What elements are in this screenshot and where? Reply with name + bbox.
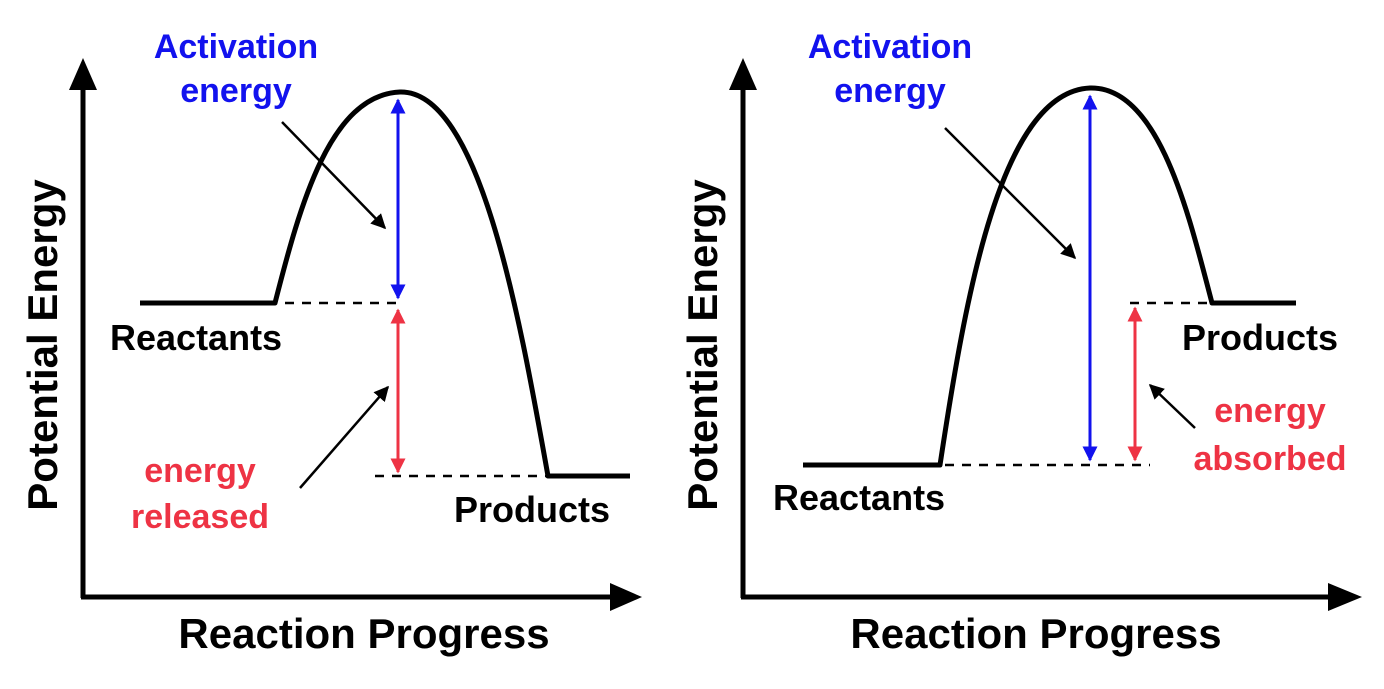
right-activation-label-line1: Activation [808,28,972,66]
right-diagram: Activation energy Products Reactants ene… [679,28,1362,657]
right-x-axis-arrowhead [1328,583,1362,611]
left-reactants-label: Reactants [110,317,282,358]
left-y-axis-arrowhead [69,58,97,90]
left-x-axis-arrowhead [610,583,642,611]
right-energy-curve [803,85,1296,468]
left-activation-label-line2: energy [180,72,292,110]
left-energy-label-line1: energy [144,452,256,490]
right-activation-label-line2: energy [834,72,946,110]
left-y-axis-label: Potential Energy [19,179,66,511]
left-products-label: Products [454,489,610,530]
right-axes [729,58,1362,611]
right-products-label: Products [1182,317,1338,358]
right-energy-pointer-arrow [1148,383,1196,429]
left-activation-label-line1: Activation [154,28,318,66]
right-activation-pointer-arrow [944,127,1077,260]
right-y-axis-label: Potential Energy [679,179,726,511]
right-energy-label-line1: energy [1214,392,1326,430]
left-diagram: Activation energy Reactants Products ene… [19,28,642,657]
right-x-axis-label: Reaction Progress [850,610,1221,657]
right-reactants-label: Reactants [773,477,945,518]
left-energy-pointer-arrow [299,385,389,489]
left-energy-label-line2: released [131,498,269,536]
left-activation-pointer-arrow [281,121,387,230]
left-axes [69,58,642,611]
left-energy-curve [140,89,630,479]
left-x-axis-label: Reaction Progress [178,610,549,657]
right-y-axis-arrowhead [729,58,757,90]
right-energy-label-line2: absorbed [1193,440,1346,478]
